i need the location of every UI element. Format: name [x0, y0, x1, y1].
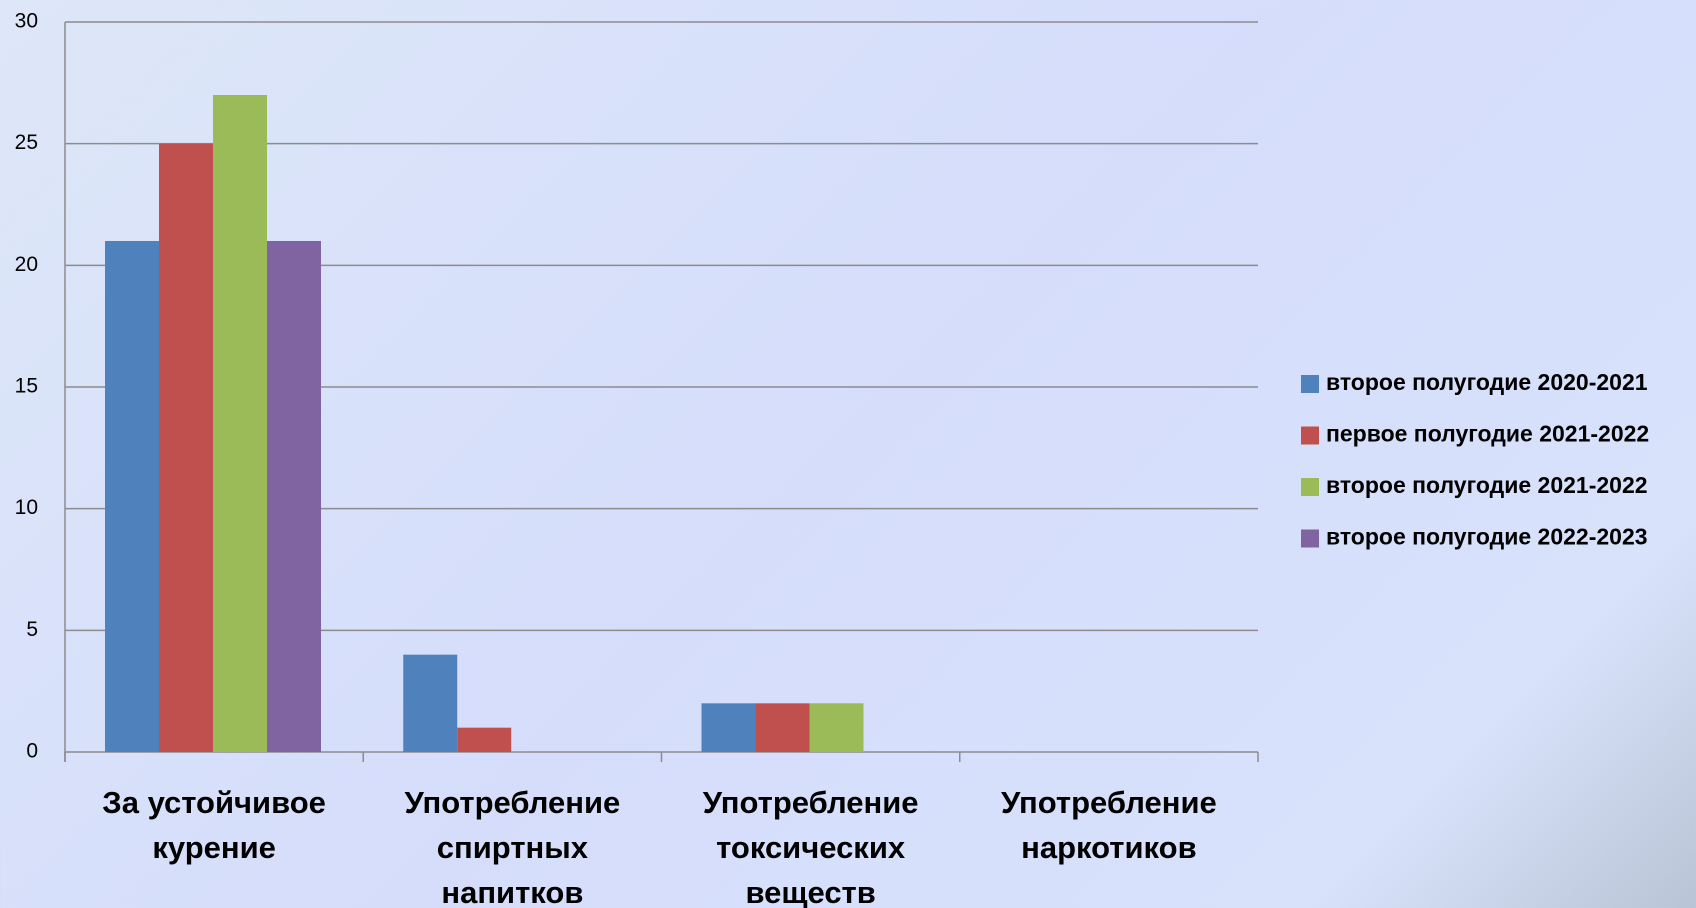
y-tick-label: 25	[15, 131, 38, 154]
bar	[267, 241, 321, 752]
legend-label: второе полугодие 2021-2022	[1326, 472, 1648, 498]
bar	[809, 703, 864, 752]
bar	[403, 654, 458, 752]
y-tick-label: 15	[15, 375, 38, 398]
legend-swatch	[1301, 529, 1319, 548]
x-tick-label: Употребление спиртных напитков	[404, 785, 621, 908]
legend-swatch	[1301, 478, 1319, 496]
legend-swatch	[1301, 426, 1319, 445]
bar	[105, 241, 159, 752]
x-tick-label: Употребление наркотиков	[1000, 785, 1217, 865]
bar	[213, 95, 267, 752]
legend-label: первое полугодие 2021-2022	[1326, 421, 1649, 447]
y-tick-label: 5	[26, 618, 38, 641]
x-tick-label: За устойчивое курение	[102, 785, 326, 865]
bar	[159, 143, 213, 752]
legend-label: второе полугодие 2022-2023	[1326, 524, 1648, 550]
legend-swatch	[1301, 375, 1319, 393]
y-tick-label: 0	[26, 740, 38, 763]
y-tick-label: 20	[15, 253, 38, 276]
x-tick-label: Употребление токсических веществ	[702, 785, 919, 908]
bar	[755, 703, 810, 752]
y-tick-label: 30	[15, 10, 38, 33]
bar	[701, 703, 756, 752]
y-tick-label: 10	[15, 496, 38, 519]
legend-label: второе полугодие 2020-2021	[1326, 369, 1648, 395]
bar	[457, 727, 512, 752]
